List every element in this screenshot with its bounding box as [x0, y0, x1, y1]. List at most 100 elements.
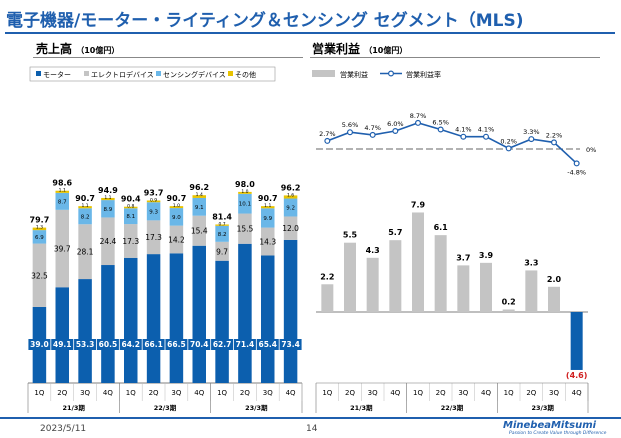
- sales-fiscal-year-label-1: 22/3期: [154, 403, 177, 412]
- sales-bar-1-2: [78, 224, 92, 280]
- op-title-rule: [310, 57, 600, 58]
- margin-value-label-2: 4.7%: [364, 124, 381, 132]
- op-quarter-label-2: 3Q: [368, 389, 378, 397]
- sales-bar-1-3: [101, 217, 115, 266]
- margin-zero-label: 0%: [586, 146, 596, 154]
- sales-bar-3-5: [146, 200, 161, 203]
- margin-point-11: [573, 160, 580, 167]
- op-value-label-2: 4.3: [366, 246, 380, 255]
- sales-bar-2-6: [169, 208, 184, 226]
- op-value-label-3: 5.7: [388, 228, 402, 237]
- sensing-value-label-9: 10.1: [239, 202, 251, 208]
- legend-swatch-0: [36, 71, 41, 76]
- electro-value-label-7: 15.4: [191, 227, 208, 236]
- other-value-label-5: 0.9: [150, 197, 157, 203]
- sales-total-label-11: 96.2: [281, 183, 301, 192]
- op-bar-4: [412, 212, 424, 312]
- sales-quarter-label-7: 4Q: [194, 389, 204, 397]
- motor-value-label-0: 39.0: [30, 340, 49, 349]
- sales-bar-0-1: [55, 287, 69, 383]
- op-legend-bar-swatch: [312, 70, 335, 77]
- op-quarter-label-1: 2Q: [345, 389, 355, 397]
- op-legend-bar-label: 営業利益: [340, 70, 368, 79]
- sales-bar-2-10: [261, 208, 275, 228]
- operating-profit-chart-title: 営業利益 （10億円）: [312, 40, 407, 57]
- sales-bar-3-11: [283, 195, 298, 199]
- sales-title-rule: [33, 57, 303, 58]
- sales-bar-1-7: [192, 215, 206, 246]
- sales-bar-2-0: [32, 230, 47, 244]
- motor-value-label-8: 62.7: [213, 340, 232, 349]
- footer-date: 2023/5/11: [40, 424, 87, 434]
- margin-point-1: [347, 129, 354, 136]
- other-value-label-9: 1.0: [241, 189, 248, 195]
- motor-value-label-5: 66.1: [144, 340, 163, 349]
- motor-value-label-3: 60.5: [99, 340, 118, 349]
- op-unit: （10億円）: [364, 46, 408, 55]
- sales-quarter-label-6: 3Q: [171, 389, 181, 397]
- sales-bar-3-10: [261, 206, 275, 209]
- sales-fiscal-year-label-0: 21/3期: [62, 403, 85, 412]
- motor-value-label-6: 66.5: [167, 340, 186, 349]
- op-bar-2: [366, 257, 379, 312]
- sales-bar-1-9: [238, 213, 252, 244]
- legend-label-2: センシングデバイス: [163, 70, 226, 79]
- margin-point-5: [437, 126, 444, 133]
- op-bar-6: [457, 265, 470, 312]
- electro-value-label-3: 24.4: [100, 237, 117, 246]
- sales-quarter-label-9: 2Q: [240, 389, 250, 397]
- sales-bar-2-7: [192, 197, 206, 216]
- sales-quarter-label-10: 3Q: [263, 389, 273, 397]
- sales-bar-1-11: [283, 216, 298, 240]
- sales-quarter-label-11: 4Q: [286, 389, 296, 397]
- motor-value-label-4: 64.2: [121, 340, 140, 349]
- other-value-label-4: 0.8: [127, 204, 134, 210]
- sensing-value-label-6: 9.0: [172, 215, 181, 221]
- sales-quarter-label-8: 1Q: [217, 389, 227, 397]
- logo-tagline: Passion to Create Value through Differen…: [509, 431, 607, 436]
- footer-bar: [0, 417, 621, 419]
- op-value-label-6: 3.7: [456, 253, 470, 262]
- sales-total-label-7: 96.2: [189, 183, 209, 192]
- op-value-label-9: 3.3: [524, 258, 538, 267]
- sensing-value-label-7: 9.1: [195, 205, 204, 211]
- op-quarter-label-6: 3Q: [458, 389, 468, 397]
- op-bar-0: [321, 284, 334, 312]
- sales-bar-0-4: [124, 257, 138, 383]
- op-value-label-7: 3.9: [479, 251, 494, 260]
- margin-point-4: [415, 119, 422, 126]
- sales-total-label-9: 98.0: [235, 180, 255, 189]
- sales-bar-3-3: [101, 197, 115, 201]
- margin-value-label-6: 4.1%: [455, 126, 472, 134]
- margin-value-label-4: 8.7%: [410, 112, 427, 120]
- sales-total-label-3: 94.9: [98, 186, 118, 195]
- electro-value-label-10: 14.3: [259, 238, 276, 247]
- other-value-label-8: 0.7: [218, 221, 225, 227]
- sales-total-label-2: 90.7: [75, 194, 95, 203]
- sales-bar-0-8: [215, 260, 229, 383]
- electro-value-label-6: 14.2: [168, 235, 185, 244]
- motor-value-label-10: 65.4: [258, 340, 277, 349]
- margin-point-2: [369, 131, 376, 138]
- title-underline: [5, 32, 615, 34]
- op-quarter-label-4: 1Q: [413, 389, 423, 397]
- electro-value-label-5: 17.3: [145, 233, 162, 242]
- company-logo: MinebeaMitsumi Passion to Create Value t…: [503, 417, 619, 438]
- op-value-label-11: (4.6): [566, 371, 587, 380]
- motor-label-bg-4: [119, 339, 142, 350]
- op-value-label-0: 2.2: [320, 272, 334, 281]
- margin-value-label-5: 6.5%: [432, 119, 449, 127]
- sales-bar-1-6: [169, 225, 184, 254]
- sales-bar-2-3: [101, 200, 115, 218]
- other-value-label-6: 1.0: [173, 203, 180, 209]
- sales-bar-3-7: [192, 195, 206, 198]
- sales-total-label-10: 90.7: [258, 194, 278, 203]
- sales-bar-2-4: [124, 208, 138, 225]
- sales-quarter-label-4: 1Q: [126, 389, 136, 397]
- motor-value-label-9: 71.4: [236, 340, 255, 349]
- legend-label-3: その他: [235, 70, 256, 79]
- electro-value-label-1: 39.7: [54, 245, 71, 254]
- other-value-label-0: 1.3: [36, 225, 43, 231]
